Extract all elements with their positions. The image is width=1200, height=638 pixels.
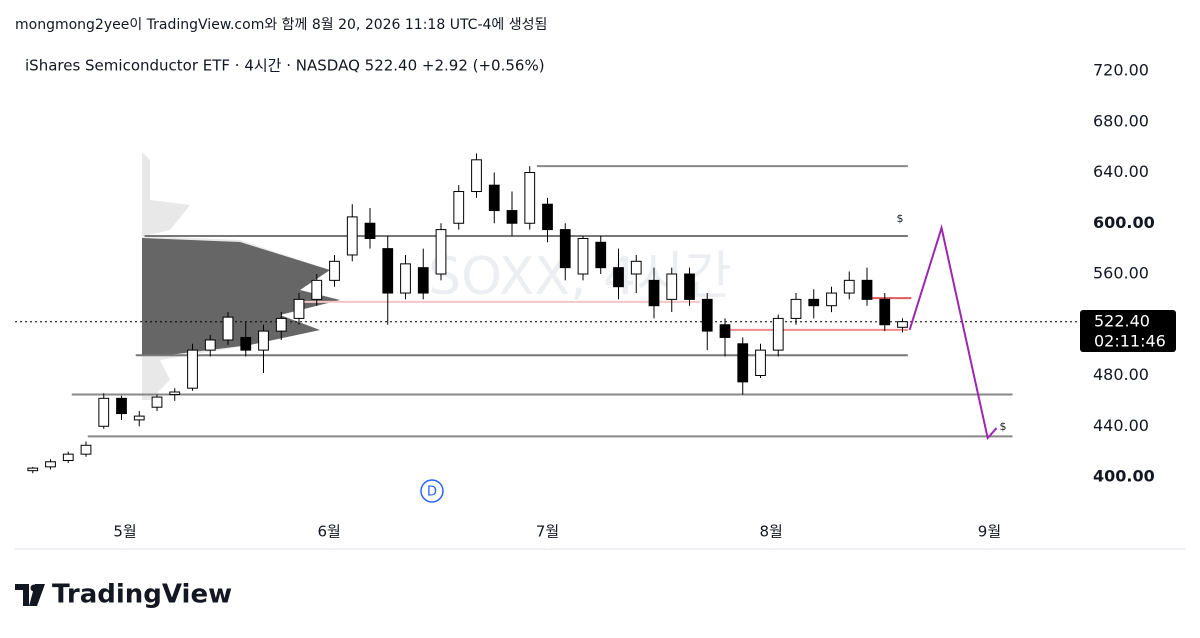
candle-body bbox=[826, 292, 837, 307]
candle-body bbox=[861, 279, 873, 300]
candle-body bbox=[684, 273, 695, 300]
y-tick-label: 440.00 bbox=[1093, 416, 1149, 435]
footer-brand: TradingView bbox=[52, 580, 232, 610]
candle-body bbox=[666, 273, 678, 300]
candle-body bbox=[808, 298, 820, 307]
candle-body bbox=[293, 298, 305, 319]
candle-body bbox=[240, 336, 252, 351]
y-tick-label: 480.00 bbox=[1093, 365, 1149, 384]
candle-body bbox=[400, 263, 411, 294]
countdown: 02:11:46 bbox=[1094, 332, 1166, 351]
candle-body bbox=[222, 316, 234, 341]
candle-body bbox=[417, 267, 429, 294]
x-tick-label: 9월 bbox=[978, 523, 1001, 541]
candle-body bbox=[80, 444, 92, 455]
projection-path bbox=[908, 224, 998, 441]
logo bbox=[15, 584, 45, 606]
candle-body bbox=[471, 159, 482, 193]
candle-body bbox=[719, 324, 731, 338]
y-tick-label: 680.00 bbox=[1093, 111, 1149, 130]
candle-body bbox=[204, 339, 216, 351]
candle-body bbox=[648, 279, 660, 307]
plot: 400.00440.00480.00520.00560.00600.00640.… bbox=[15, 61, 1155, 549]
candle-body bbox=[169, 391, 181, 396]
y-tick-label: 400.00 bbox=[1093, 467, 1155, 486]
x-tick-label: 5월 bbox=[113, 523, 136, 541]
candle-body bbox=[151, 396, 163, 408]
y-tick-label: 640.00 bbox=[1093, 162, 1149, 181]
annotation: $ bbox=[897, 212, 904, 225]
candle-body bbox=[116, 397, 127, 415]
candle-body bbox=[346, 216, 358, 256]
x-tick-label: 7월 bbox=[536, 523, 559, 541]
dividend-label: D bbox=[427, 485, 437, 500]
candle-body bbox=[488, 184, 500, 212]
candle-body bbox=[382, 248, 394, 294]
candle-body bbox=[559, 229, 571, 269]
candle-body bbox=[755, 349, 766, 376]
x-tick-label: 8월 bbox=[759, 523, 782, 541]
candle-body bbox=[27, 467, 39, 472]
y-tick-label: 560.00 bbox=[1093, 264, 1149, 283]
candle-body bbox=[258, 330, 269, 351]
candle-body bbox=[790, 298, 802, 319]
chart-title: iShares Semiconductor ETF · 4시간 · NASDAQ… bbox=[25, 57, 545, 75]
candle-body bbox=[524, 172, 536, 224]
annotation: $ bbox=[1000, 420, 1007, 433]
candle-body bbox=[897, 321, 908, 328]
header: mongmong2yee이 TradingView.com와 함께 8월 20,… bbox=[15, 17, 547, 33]
candle-body bbox=[577, 237, 589, 275]
candle-body bbox=[133, 415, 145, 421]
candle-body bbox=[737, 343, 749, 383]
volume-profile bbox=[142, 238, 340, 356]
candle-body bbox=[98, 397, 110, 427]
candle-body bbox=[364, 222, 376, 239]
candle-body bbox=[542, 203, 553, 231]
candle-body bbox=[275, 317, 287, 332]
dividend-marker bbox=[420, 479, 444, 503]
candle-body bbox=[772, 317, 784, 351]
candle-body bbox=[613, 267, 624, 288]
candle-body bbox=[879, 298, 891, 326]
candle-body bbox=[630, 260, 642, 275]
candle-body bbox=[506, 210, 518, 224]
candle-body bbox=[45, 461, 56, 468]
candle-body bbox=[329, 260, 340, 281]
candle-body bbox=[701, 298, 713, 332]
y-tick-label: 600.00 bbox=[1093, 213, 1155, 232]
price-box bbox=[1080, 310, 1176, 352]
candle-body bbox=[62, 453, 74, 462]
candle-body bbox=[187, 349, 198, 389]
candle-body bbox=[311, 279, 323, 300]
current-price-label: 522.40 bbox=[1094, 312, 1150, 331]
y-tick-label: 720.00 bbox=[1093, 61, 1149, 80]
candle-body bbox=[843, 279, 855, 294]
candle-body bbox=[435, 229, 447, 275]
candle-body bbox=[453, 191, 465, 224]
candle-body bbox=[595, 241, 607, 269]
x-tick-label: 6월 bbox=[318, 523, 341, 541]
